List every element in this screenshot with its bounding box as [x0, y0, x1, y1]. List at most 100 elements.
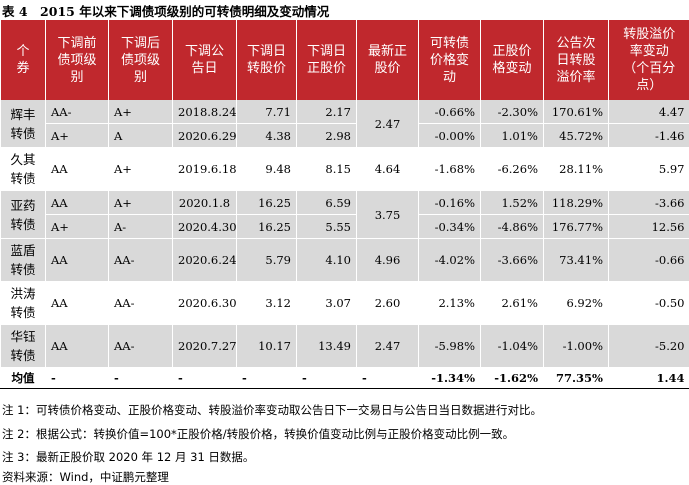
- cell: 2020.4.30: [172, 214, 237, 239]
- bond-name: 蓝盾转债: [0, 238, 46, 282]
- cell: -2.30%: [480, 100, 544, 124]
- cell: -1.00%: [543, 324, 609, 368]
- mean-cell: -1.62%: [480, 367, 544, 389]
- cell: 16.25: [236, 190, 297, 215]
- header-row: 个券 下调前债项级别 下调后债项级别 下调公告日 下调日转股价 下调日正股价 最新正股价 可转…: [0, 20, 689, 100]
- cell: 2018.8.24: [172, 100, 237, 124]
- header-text: 转股溢价率变动（个百分点）: [623, 27, 676, 93]
- cell: 28.11%: [543, 147, 609, 191]
- mean-cell: -: [172, 367, 237, 389]
- cell: -4.02%: [418, 238, 481, 282]
- bond-name: 华钰转债: [0, 324, 46, 368]
- cell: 7.71: [236, 100, 297, 124]
- mean-cell: 1.44: [608, 367, 689, 389]
- cell: 9.48: [236, 147, 297, 191]
- bond-name-text: 久其转债: [10, 152, 36, 186]
- cell: 45.72%: [543, 123, 609, 148]
- mean-cell: -: [296, 367, 357, 389]
- mean-row: 均值 - - - - - - -1.34% -1.62% 77.35% 1.44: [0, 367, 689, 389]
- cell: 2020.7.27: [172, 324, 237, 368]
- header-text: 下调日正股价: [307, 44, 347, 76]
- bond-name-text: 华钰转债: [10, 329, 36, 363]
- header-cell: 下调公告日: [172, 20, 237, 100]
- cell: A+: [108, 147, 173, 191]
- cell: A+: [45, 123, 109, 148]
- cell: 16.25: [236, 214, 297, 239]
- bond-table: 个券 下调前债项级别 下调后债项级别 下调公告日 下调日转股价 下调日正股价 最新正股价 可转…: [0, 20, 689, 389]
- cell: A: [108, 123, 173, 148]
- cell: 4.47: [608, 100, 689, 124]
- cell: -0.34%: [418, 214, 481, 239]
- cell: -0.50: [608, 281, 689, 325]
- data-row: 洪涛转债 AA AA- 2020.6.30 3.12 3.07 2.60 2.13% 2.61%…: [0, 281, 689, 325]
- header-text: 公告次日转股溢价率: [556, 35, 596, 85]
- bond-name: 亚药转债: [0, 190, 46, 239]
- table-title: 表 4 2015 年以来下调债项级别的可转债明细及变动情况: [2, 4, 330, 19]
- header-cell: 下调后债项级别: [108, 20, 173, 100]
- header-cell: 转股溢价率变动（个百分点）: [608, 20, 689, 100]
- cell: AA-: [108, 324, 173, 368]
- latest-price: 4.96: [356, 238, 419, 282]
- cell: -5.98%: [418, 324, 481, 368]
- mean-cell: -: [45, 367, 109, 389]
- data-row: 华钰转债 AA AA- 2020.7.27 10.17 13.49 2.47 -5.98% -1…: [0, 324, 689, 368]
- cell: -4.86%: [480, 214, 544, 239]
- header-cell: 个券: [0, 20, 46, 100]
- header-text: 最新正股价: [368, 44, 408, 76]
- cell: 3.07: [296, 281, 357, 325]
- cell: 73.41%: [543, 238, 609, 282]
- cell: 2020.6.29: [172, 123, 237, 148]
- cell: 12.56: [608, 214, 689, 239]
- mean-cell: -1.34%: [418, 367, 481, 389]
- mean-cell: -: [356, 367, 419, 389]
- latest-price: 2.47: [356, 100, 419, 148]
- bond-name: 洪涛转债: [0, 281, 46, 325]
- header-cell: 可转债价格变动: [418, 20, 481, 100]
- cell: 5.79: [236, 238, 297, 282]
- header-text: 个券: [16, 44, 30, 76]
- cell: -1.68%: [418, 147, 481, 191]
- cell: 2020.1.8: [172, 190, 237, 215]
- mean-cell: 77.35%: [543, 367, 609, 389]
- cell: 4.10: [296, 238, 357, 282]
- cell: 1.52%: [480, 190, 544, 215]
- cell: A+: [108, 100, 173, 124]
- mean-cell: -: [236, 367, 297, 389]
- cell: 2.13%: [418, 281, 481, 325]
- cell: 1.01%: [480, 123, 544, 148]
- cell: -0.66%: [418, 100, 481, 124]
- header-cell: 正股价格变动: [480, 20, 544, 100]
- data-row: A+ A- 2020.4.30 16.25 5.55 -0.34% -4.86% 176.77…: [1, 214, 689, 239]
- header-text: 下调公告日: [185, 44, 225, 76]
- header-cell: 公告次日转股溢价率: [543, 20, 609, 100]
- cell: AA-: [45, 100, 109, 124]
- cell: 8.15: [296, 147, 357, 191]
- cell: 2020.6.30: [172, 281, 237, 325]
- cell: 5.97: [608, 147, 689, 191]
- latest-price: 3.75: [356, 190, 419, 239]
- header-cell: 下调日转股价: [236, 20, 297, 100]
- cell: 118.29%: [543, 190, 609, 215]
- source: 资料来源：Wind，中证鹏元整理: [2, 470, 169, 484]
- cell: A+: [108, 190, 173, 215]
- cell: 2.17: [296, 100, 357, 124]
- data-row: 辉丰转债 AA- A+ 2018.8.24 7.71 2.17 2.47 -0.66% -2.3…: [0, 100, 689, 148]
- bond-name-text: 亚药转债: [10, 197, 36, 232]
- cell: AA: [45, 281, 109, 325]
- cell: 13.49: [296, 324, 357, 368]
- cell: -3.66: [608, 190, 689, 215]
- header-text: 下调日转股价: [247, 44, 287, 76]
- cell: 10.17: [236, 324, 297, 368]
- cell: -0.16%: [418, 190, 481, 215]
- bond-name: 辉丰转债: [0, 100, 46, 148]
- note: 注 2：根据公式：转换价值=100*正股价格/转股价格，转换价值变动比例与正股价…: [2, 427, 515, 441]
- cell: 176.77%: [543, 214, 609, 239]
- mean-label: 均值: [0, 367, 46, 389]
- cell: -1.04%: [480, 324, 544, 368]
- cell: -0.66: [608, 238, 689, 282]
- cell: AA: [45, 238, 109, 282]
- cell: A-: [108, 214, 173, 239]
- data-row: 亚药转债 AA A+ 2020.1.8 16.25 6.59 3.75 -0.16% 1.52%…: [0, 190, 689, 239]
- header-text: 正股价格变动: [492, 44, 532, 76]
- cell: -0.00%: [418, 123, 481, 148]
